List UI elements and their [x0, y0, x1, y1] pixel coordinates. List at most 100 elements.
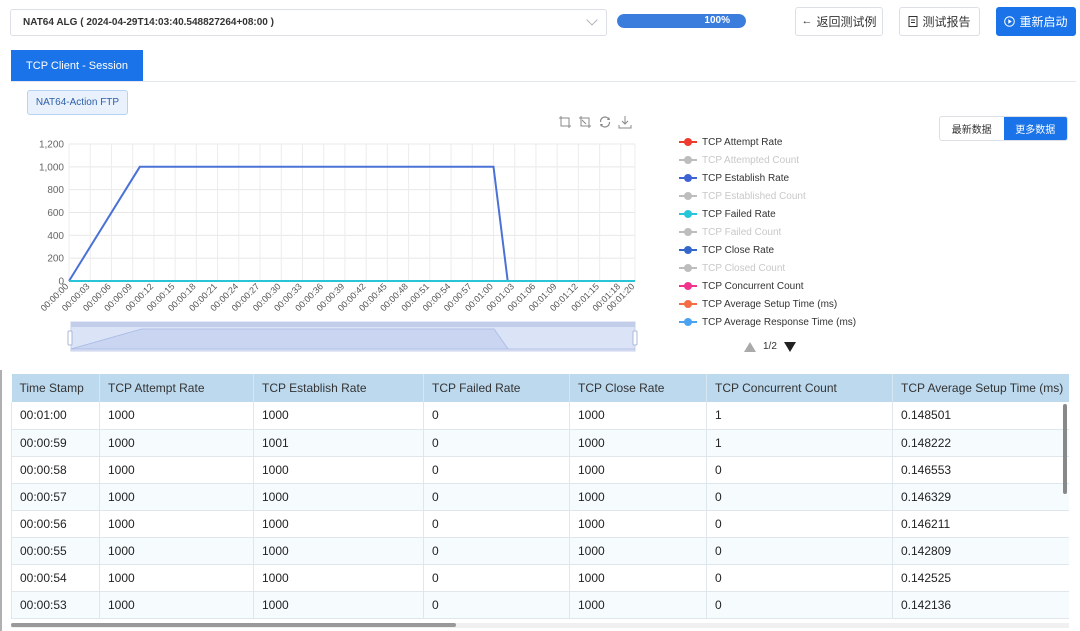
legend-swatch-icon	[679, 318, 697, 326]
download-icon[interactable]	[618, 115, 632, 129]
legend-item[interactable]: TCP Attempted Count	[679, 151, 899, 169]
legend-pager: 1/2	[744, 341, 796, 352]
table-cell: 0	[423, 564, 570, 592]
test-select[interactable]: NAT64 ALG ( 2024-04-29T14:03:40.54882726…	[10, 9, 607, 36]
column-header[interactable]: TCP Failed Rate	[423, 374, 570, 402]
column-header[interactable]: TCP Concurrent Count	[706, 374, 893, 402]
filter-chip[interactable]: NAT64-Action FTP	[27, 90, 128, 115]
legend-item[interactable]: TCP Failed Rate	[679, 205, 899, 223]
table-cell: 1000	[253, 483, 424, 511]
legend-swatch-icon	[679, 300, 697, 308]
table-cell: 1000	[253, 564, 424, 592]
table-cell: 0.148222	[892, 429, 1069, 457]
back-label: 返回测试例	[816, 15, 877, 29]
table-cell: 1000	[569, 537, 707, 565]
vertical-scrollbar[interactable]	[1063, 404, 1067, 494]
legend-item[interactable]: TCP Average Setup Time (ms)	[679, 295, 899, 313]
table-cell: 0	[423, 483, 570, 511]
table-cell: 1000	[99, 402, 254, 430]
table-row: 00:00:58 1000 1000 0 1000 0 0.146553	[11, 456, 1069, 484]
data-table-container: Time Stamp TCP Attempt Rate TCP Establish …	[11, 374, 1069, 622]
table-cell: 0.146553	[892, 456, 1069, 484]
table-cell: 0	[706, 537, 893, 565]
table-cell: 0	[706, 456, 893, 484]
latest-data-button[interactable]: 最新数据	[951, 125, 992, 136]
legend-item[interactable]: TCP Failed Count	[679, 223, 899, 241]
legend-item[interactable]: TCP Establish Rate	[679, 169, 899, 187]
chart-legend: TCP Attempt Rate TCP Attempted Count TCP E…	[679, 133, 899, 331]
panel-edge	[0, 370, 2, 631]
legend-swatch-icon	[679, 138, 697, 146]
legend-swatch-icon	[679, 282, 697, 290]
more-data-button[interactable]: 更多数据	[1003, 117, 1067, 140]
table-cell: 1000	[569, 456, 707, 484]
legend-swatch-icon	[679, 174, 697, 182]
table-cell: 00:00:55	[11, 537, 100, 565]
table-cell: 0.142136	[892, 591, 1069, 619]
table-row: 00:00:54 1000 1000 0 1000 0 0.142525	[11, 564, 1069, 592]
legend-item[interactable]: TCP Average Response Time (ms)	[679, 313, 899, 331]
table-cell: 1000	[99, 456, 254, 484]
legend-item[interactable]: TCP Established Count	[679, 187, 899, 205]
legend-label: TCP Attempt Rate	[702, 136, 783, 148]
table-cell: 0	[423, 510, 570, 538]
horizontal-scrollbar[interactable]	[11, 623, 456, 627]
legend-label: TCP Average Response Time (ms)	[702, 316, 857, 328]
y-tick-label: 200	[47, 254, 64, 265]
legend-next-icon[interactable]	[783, 341, 796, 352]
legend-swatch-icon	[679, 228, 697, 236]
legend-item[interactable]: TCP Closed Count	[679, 259, 899, 277]
restore-icon[interactable]	[598, 115, 612, 129]
legend-swatch-icon	[679, 192, 697, 200]
table-cell: 1000	[99, 537, 254, 565]
table-cell: 1000	[569, 429, 707, 457]
table-cell: 0	[706, 591, 893, 619]
zoom-reset-icon[interactable]	[578, 115, 592, 129]
table-cell: 1000	[99, 483, 254, 511]
zoom-handle-left	[67, 330, 73, 346]
table-header-row: Time Stamp TCP Attempt Rate TCP Establish …	[11, 374, 1069, 402]
progress-fill	[617, 14, 746, 28]
zoom-slider-bar	[71, 322, 635, 327]
legend-label: TCP Attempted Count	[702, 154, 800, 166]
legend-swatch-icon	[679, 156, 697, 164]
table-cell: 00:00:58	[11, 456, 100, 484]
back-to-testcases-button[interactable]: ← 返回测试例	[795, 7, 883, 36]
chart-toolbox	[558, 115, 632, 129]
table-cell: 1000	[253, 537, 424, 565]
column-header[interactable]: TCP Average Setup Time (ms)	[892, 374, 1069, 402]
tab-divider	[11, 81, 1076, 82]
document-icon	[908, 16, 918, 27]
zoom-slider-preview	[70, 328, 635, 350]
table-cell: 0.146329	[892, 483, 1069, 511]
column-header[interactable]: TCP Close Rate	[569, 374, 707, 402]
legend-label: TCP Concurrent Count	[702, 280, 804, 292]
column-header[interactable]: TCP Establish Rate	[253, 374, 424, 402]
column-header[interactable]: Time Stamp	[11, 374, 100, 402]
table-cell: 1000	[569, 510, 707, 538]
legend-label: TCP Failed Rate	[702, 208, 776, 220]
y-tick-label: 400	[47, 231, 64, 242]
legend-prev-icon[interactable]	[744, 341, 756, 352]
table-cell: 1	[706, 402, 893, 430]
legend-item[interactable]: TCP Close Rate	[679, 241, 899, 259]
table-cell: 1000	[99, 591, 254, 619]
legend-item[interactable]: TCP Concurrent Count	[679, 277, 899, 295]
zoom-select-icon[interactable]	[558, 115, 572, 129]
restart-button[interactable]: 重新启动	[996, 7, 1076, 36]
legend-item[interactable]: TCP Attempt Rate	[679, 133, 899, 151]
table-cell: 00:00:53	[11, 591, 100, 619]
line-chart: 02004006008001,0001,20000:00:0000:00:030…	[39, 140, 638, 352]
y-tick-label: 800	[47, 185, 64, 196]
test-report-button[interactable]: 测试报告	[899, 7, 980, 36]
legend-label: TCP Closed Count	[702, 262, 786, 274]
tab-tcp-client-session[interactable]: TCP Client - Session	[11, 50, 143, 81]
table-cell: 0	[423, 429, 570, 457]
legend-swatch-icon	[679, 264, 697, 272]
table-cell: 0	[423, 591, 570, 619]
legend-swatch-icon	[679, 210, 697, 218]
progress-bar: 100%	[617, 14, 746, 28]
column-header[interactable]: TCP Attempt Rate	[99, 374, 254, 402]
zoom-handle-right	[632, 330, 638, 346]
chevron-down-icon[interactable]	[586, 14, 598, 26]
